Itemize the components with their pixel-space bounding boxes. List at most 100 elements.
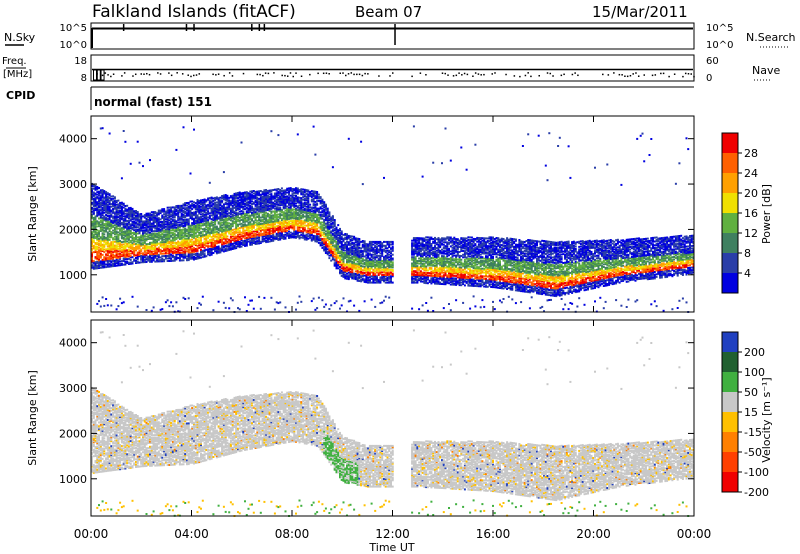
power-cell [252,221,255,224]
power-cell [240,235,243,238]
power-cell [92,230,95,233]
power-cell [136,245,139,248]
power-cell [191,205,194,208]
power-cell [261,237,264,240]
power-cell [258,236,261,238]
power-cell [222,237,225,240]
power-cell [228,205,231,208]
power-cell [251,242,253,245]
power-cell [228,196,231,199]
power-cell [152,236,155,239]
power-cell [99,191,102,194]
power-cell [203,230,206,233]
power-cell [156,250,159,253]
power-cell [337,260,340,263]
power-cell [91,260,93,263]
power-cell [215,196,218,199]
power-cell [175,229,178,232]
power-cell [166,255,169,257]
power-cell [136,223,139,226]
power-cell [187,255,190,258]
power-cell [270,203,273,206]
power-cell [298,226,301,228]
power-cell [296,191,299,194]
power-cell [156,223,159,226]
power-cell [200,238,202,241]
power-cell [103,206,106,209]
nave-dot [228,72,231,74]
power-cell [328,240,331,243]
power-cell [229,244,232,247]
power-cell [115,252,118,254]
power-cell [293,203,296,206]
power-cell [101,262,104,265]
power-cell [219,226,222,228]
power-cell [113,231,116,234]
power-cell [122,224,125,227]
power-cell [138,224,141,227]
power-cell [96,252,99,254]
power-cell [233,247,236,250]
power-cell [235,231,238,234]
power-cell [215,214,218,217]
power-cell [161,226,164,228]
power-cell [266,237,269,239]
power-cell [270,207,273,210]
power-cell [219,196,222,199]
power-cell [196,208,199,210]
power-cell [303,195,306,198]
power-cell [106,258,109,261]
power-cell [156,238,159,241]
power-cell [305,219,308,222]
power-cell [307,235,310,238]
power-cell [273,210,276,213]
power-cell [261,232,264,235]
power-cell [196,257,199,260]
power-cell [119,257,122,260]
power-cell [186,209,188,212]
noise-sky-label: N.Sky [4,31,36,44]
power-cell [337,254,340,257]
power-cell [291,212,294,215]
power-cell [187,251,190,254]
power-cell [251,208,253,211]
power-cell [113,263,116,266]
power-cell [286,201,289,204]
power-cell [203,250,206,253]
power-cell [94,265,97,267]
power-cell [280,209,283,211]
power-cell [147,234,150,237]
power-cell [303,224,306,227]
power-cell [156,221,159,224]
power-cell [166,223,169,226]
power-cell [270,218,273,221]
power-cell [235,217,238,220]
power-cell [99,199,102,202]
power-cell [222,235,225,238]
power-cell [258,219,261,222]
power-cell [115,218,118,221]
power-cell [272,227,275,230]
power-cell [129,215,132,218]
power-cell [270,223,273,226]
power-cell [286,234,289,237]
power-cell [135,235,137,238]
power-cell [156,236,159,239]
power-cell [166,210,169,213]
power-cell [101,194,104,197]
power-cell [247,216,250,219]
power-cell [91,223,93,226]
power-cell [254,237,257,240]
power-cell [122,219,125,222]
power-cell [180,259,183,262]
power-cell [138,220,141,223]
power-cell [302,233,305,235]
power-cell [295,197,297,200]
power-cell [99,216,102,218]
power-cell [284,199,287,202]
power-cell [98,208,100,211]
power-cell [212,217,215,220]
power-cell [101,229,104,232]
power-cell [207,203,210,206]
power-cell [300,230,303,233]
